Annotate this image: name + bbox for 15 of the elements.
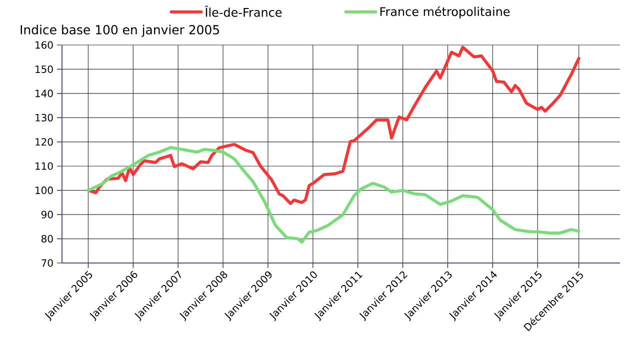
- line-series: [86, 146, 580, 244]
- y-tick-label: 130: [36, 114, 53, 122]
- y-tick-label: 90: [41, 210, 53, 218]
- legend-label: France métropolitaine: [380, 6, 510, 18]
- chart-title: Indice base 100 en janvier 2005: [20, 24, 219, 37]
- y-tick-label: 80: [42, 235, 53, 243]
- y-tick-label: 100: [36, 186, 53, 194]
- y-tick-label: 70: [42, 259, 53, 267]
- legend-label: Île-de-France: [204, 6, 282, 17]
- line-series: [86, 46, 580, 205]
- y-tick-label: 150: [36, 65, 53, 73]
- y-tick-label: 120: [36, 138, 53, 146]
- y-tick-label: 140: [36, 90, 53, 98]
- y-tick-label: 110: [36, 162, 53, 170]
- y-tick-label: 160: [36, 41, 53, 49]
